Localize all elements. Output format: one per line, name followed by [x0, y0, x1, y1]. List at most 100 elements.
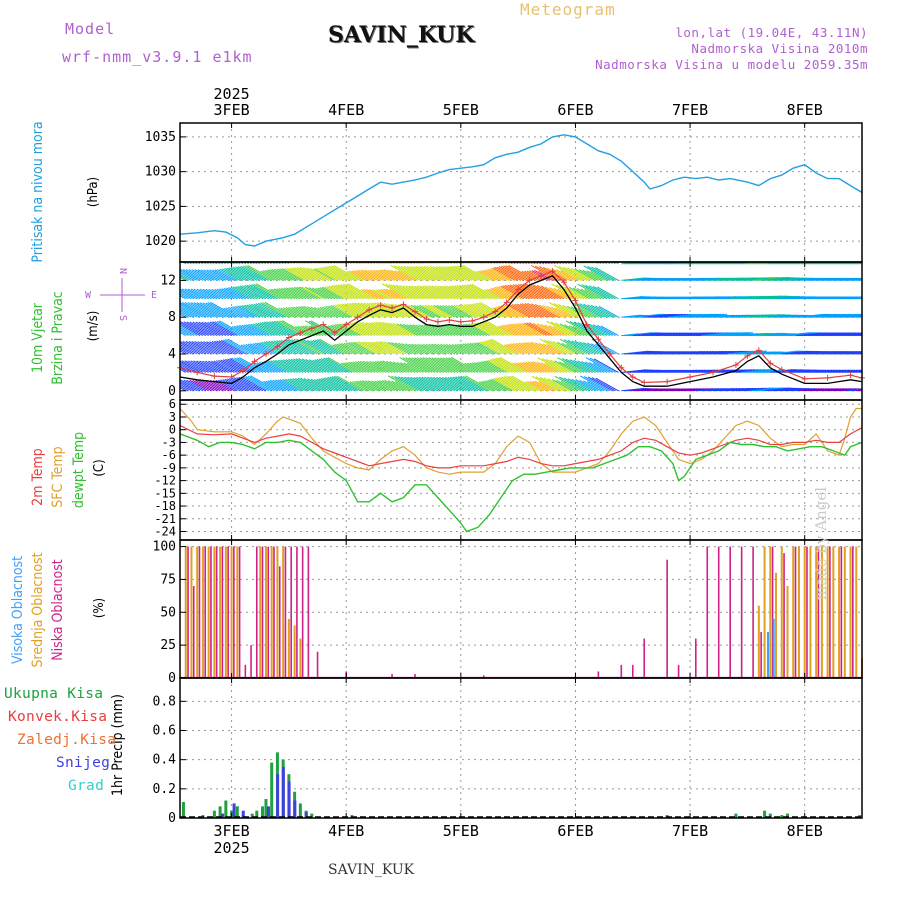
y-axis-label: SFC Temp	[50, 446, 66, 507]
wind-barb	[249, 284, 275, 300]
wind-barb	[558, 361, 579, 373]
wind-barb	[260, 270, 278, 281]
wind-barb	[251, 284, 278, 300]
wind-barb	[592, 324, 613, 337]
wind-barb	[224, 268, 247, 281]
wind-barb	[359, 321, 384, 337]
y-tick-label: 0.6	[153, 724, 176, 739]
wind-barb	[447, 376, 473, 392]
cloud-low-bar	[296, 546, 298, 678]
wind-barb	[296, 286, 318, 300]
wind-barb	[287, 378, 310, 392]
wind-barb	[233, 266, 258, 281]
wind-barb	[274, 379, 295, 392]
wind-barb	[278, 288, 298, 300]
wind-barb	[270, 360, 292, 373]
wind-barb	[185, 340, 209, 355]
wind-barb	[180, 347, 192, 355]
wind-barb	[447, 266, 473, 281]
wind-barb	[277, 379, 298, 392]
wind-barb	[391, 380, 410, 392]
wind-barb	[241, 324, 261, 337]
wind-barb	[187, 302, 215, 318]
wind-barb	[430, 376, 456, 392]
wind-barb	[496, 266, 522, 281]
wind-barb	[339, 323, 361, 337]
wind-barb	[524, 322, 548, 337]
wind-barb	[568, 325, 588, 337]
wind-barb	[255, 303, 281, 318]
wind-barb	[504, 304, 527, 318]
y-tick-label: 3	[169, 410, 176, 424]
wind-barb	[457, 343, 476, 355]
wind-barb	[458, 304, 482, 318]
wind-barb	[232, 326, 250, 337]
wind-barb	[440, 285, 464, 300]
cloud-low-bar	[752, 546, 754, 678]
wind-barb	[180, 276, 186, 281]
gust-marker	[538, 272, 545, 279]
wind-barb	[180, 327, 195, 337]
wind-barb	[490, 288, 510, 300]
cloud-low-bar	[852, 546, 854, 678]
wind-barb	[586, 270, 605, 281]
wind-barb	[504, 344, 522, 355]
cloud-mid-bar	[282, 546, 285, 678]
wind-barb	[207, 321, 232, 337]
bottom-date-label: 3FEB	[214, 822, 250, 840]
wind-barb	[341, 342, 361, 355]
wind-barb	[356, 321, 381, 337]
wind-barb	[189, 379, 209, 392]
wind-barb	[213, 360, 235, 373]
wind-barb	[312, 339, 338, 355]
wind-barb	[520, 342, 542, 355]
wind-barb	[524, 381, 542, 392]
cloud-mid-bar	[259, 546, 262, 678]
wind-barb	[378, 321, 404, 337]
wind-barb	[461, 284, 487, 300]
cloud-low-bar	[250, 645, 252, 678]
top-date-label: 4FEB	[328, 101, 364, 119]
wind-barb	[352, 381, 370, 392]
wind-barb	[449, 265, 476, 281]
wind-barb	[420, 343, 439, 355]
wind-barb	[272, 379, 292, 392]
wind-barb	[243, 324, 264, 337]
wind-barb	[548, 302, 576, 318]
cloud-low-bar	[238, 546, 241, 678]
wind-barb	[180, 330, 189, 337]
wind-barb	[553, 326, 570, 337]
wind-barb	[246, 304, 270, 318]
wind-barb	[594, 305, 616, 318]
wind-barb	[408, 343, 427, 355]
wind-barb	[535, 376, 562, 392]
wind-barb	[403, 323, 424, 337]
wind-barb	[586, 380, 605, 392]
wind-barb	[403, 362, 421, 373]
wind-barb	[218, 340, 244, 355]
wind-barb	[500, 325, 519, 337]
cloud-mid-bar	[832, 546, 835, 678]
wind-barb	[567, 378, 591, 392]
y-tick-label: 0.4	[153, 753, 177, 768]
wind-barb	[587, 376, 613, 392]
y-tick-label: 0.8	[153, 694, 176, 709]
wind-barb	[376, 269, 396, 281]
wind-barb	[466, 362, 484, 373]
wind-barb	[538, 270, 556, 281]
wind-barb	[180, 360, 201, 373]
y-tick-label: 25	[160, 638, 176, 653]
cloud-mid-bar	[196, 546, 199, 678]
wind-barb	[419, 357, 447, 373]
wind-barb	[274, 320, 301, 337]
wind-barb	[545, 286, 568, 300]
wind-barb	[532, 380, 550, 392]
wind-barb	[408, 285, 433, 300]
wind-barb	[549, 287, 570, 300]
y-axis-label: (%)	[92, 598, 107, 618]
wind-barb	[262, 302, 290, 318]
wind-barb	[261, 321, 287, 337]
wind-barb	[222, 268, 244, 281]
wind-barb	[180, 382, 195, 392]
wind-barb	[437, 357, 464, 373]
